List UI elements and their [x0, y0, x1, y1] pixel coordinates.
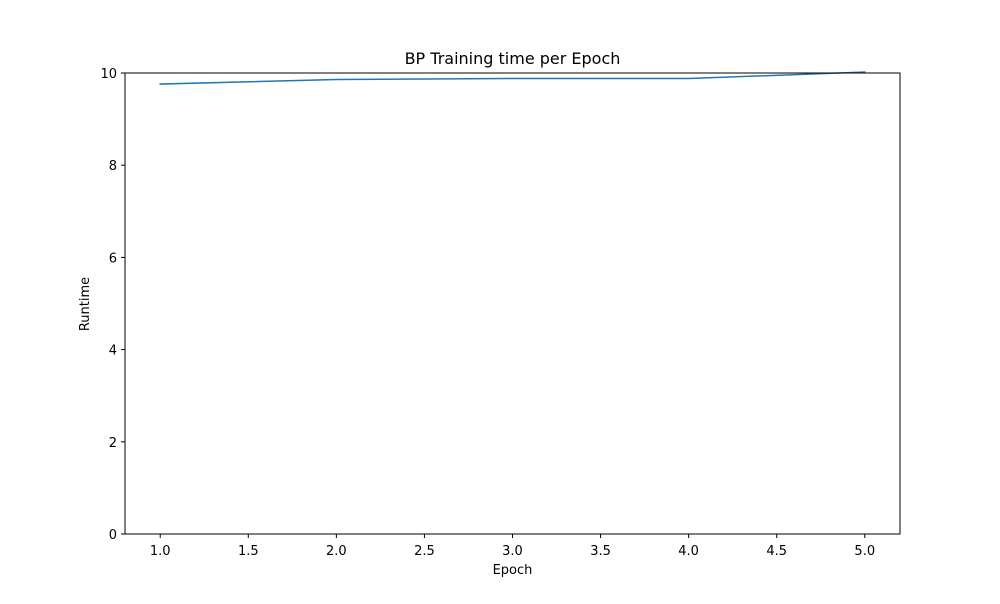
x-tick-label: 4.5	[766, 544, 787, 559]
y-axis-label: Runtime	[78, 277, 93, 331]
y-tick-label: 2	[109, 436, 117, 451]
runtime-series-line	[159, 71, 866, 85]
x-tick-label: 2.0	[326, 544, 347, 559]
x-tick-label: 3.0	[502, 544, 523, 559]
x-tick-label: 1.0	[150, 544, 171, 559]
y-tick-label: 0	[109, 528, 117, 543]
x-tick-label: 4.0	[678, 544, 699, 559]
y-tick-label: 8	[109, 159, 117, 174]
y-axis-ticks: 0 2 4 6 8 10	[100, 67, 125, 543]
y-tick-label: 6	[109, 251, 117, 266]
plot-area-frame	[124, 72, 901, 535]
x-tick-label: 1.5	[238, 544, 259, 559]
x-tick-label: 3.5	[590, 544, 611, 559]
x-axis-label: Epoch	[493, 563, 533, 578]
x-tick-label: 2.5	[414, 544, 435, 559]
x-tick-label: 5.0	[854, 544, 875, 559]
y-tick-label: 4	[109, 344, 117, 359]
y-tick-label: 10	[100, 67, 117, 82]
chart-title: BP Training time per Epoch	[405, 49, 621, 68]
x-axis-ticks: 1.0 1.5 2.0 2.5 3.0 3.5 4.0 4.5 5.0	[150, 534, 875, 559]
